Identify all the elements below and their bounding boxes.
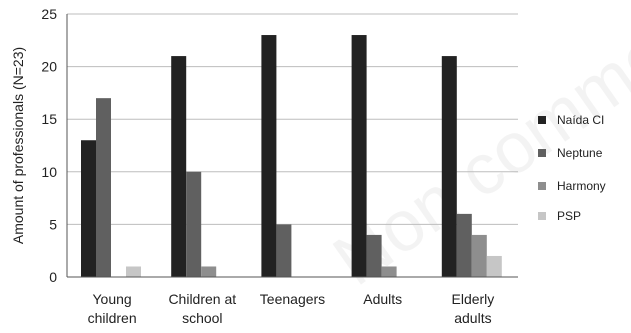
x-category-label: Young children: [88, 291, 137, 326]
bar: [366, 234, 382, 277]
y-tick-label: 10: [41, 164, 57, 180]
legend-label: PSP: [557, 209, 581, 223]
bar: [276, 224, 292, 277]
bar: [261, 35, 277, 277]
bar: [441, 56, 457, 277]
x-category-label: Teenagers: [260, 291, 325, 307]
x-category-label: Adults: [363, 291, 402, 307]
legend-swatch: [538, 149, 546, 157]
bar: [186, 171, 202, 277]
legend-swatch: [538, 212, 546, 220]
legend: Naída CI Neptune Harmony PSP: [538, 113, 606, 223]
y-axis-label: Amount of professionals (N=23): [10, 47, 26, 244]
bar: [201, 266, 217, 277]
bar: [381, 266, 397, 277]
bar: [96, 98, 111, 277]
legend-swatch: [538, 182, 546, 190]
bar: [486, 255, 502, 277]
bar: [456, 213, 472, 277]
y-tick-label: 5: [49, 216, 57, 232]
x-category-label: Children at school: [168, 291, 236, 326]
bar: [471, 234, 487, 277]
x-category-label: Elderly adults: [452, 291, 495, 326]
legend-swatch: [538, 116, 546, 124]
y-tick-label: 25: [41, 6, 57, 22]
legend-label: Neptune: [557, 146, 603, 160]
bar: [81, 140, 96, 277]
y-tick-label: 0: [49, 269, 57, 285]
y-tick-label: 20: [41, 59, 57, 75]
x-category-labels: Young children Children at school Teenagers A…: [88, 291, 495, 326]
axes: [66, 14, 518, 278]
y-tick-labels: 0 5 10 15 20 25: [41, 6, 57, 285]
legend-label: Harmony: [557, 179, 606, 193]
bars: [81, 35, 502, 277]
bar: [126, 266, 141, 277]
bar: [351, 35, 367, 277]
bar: [171, 56, 187, 277]
legend-label: Naída CI: [557, 113, 604, 127]
y-tick-label: 15: [41, 111, 57, 127]
